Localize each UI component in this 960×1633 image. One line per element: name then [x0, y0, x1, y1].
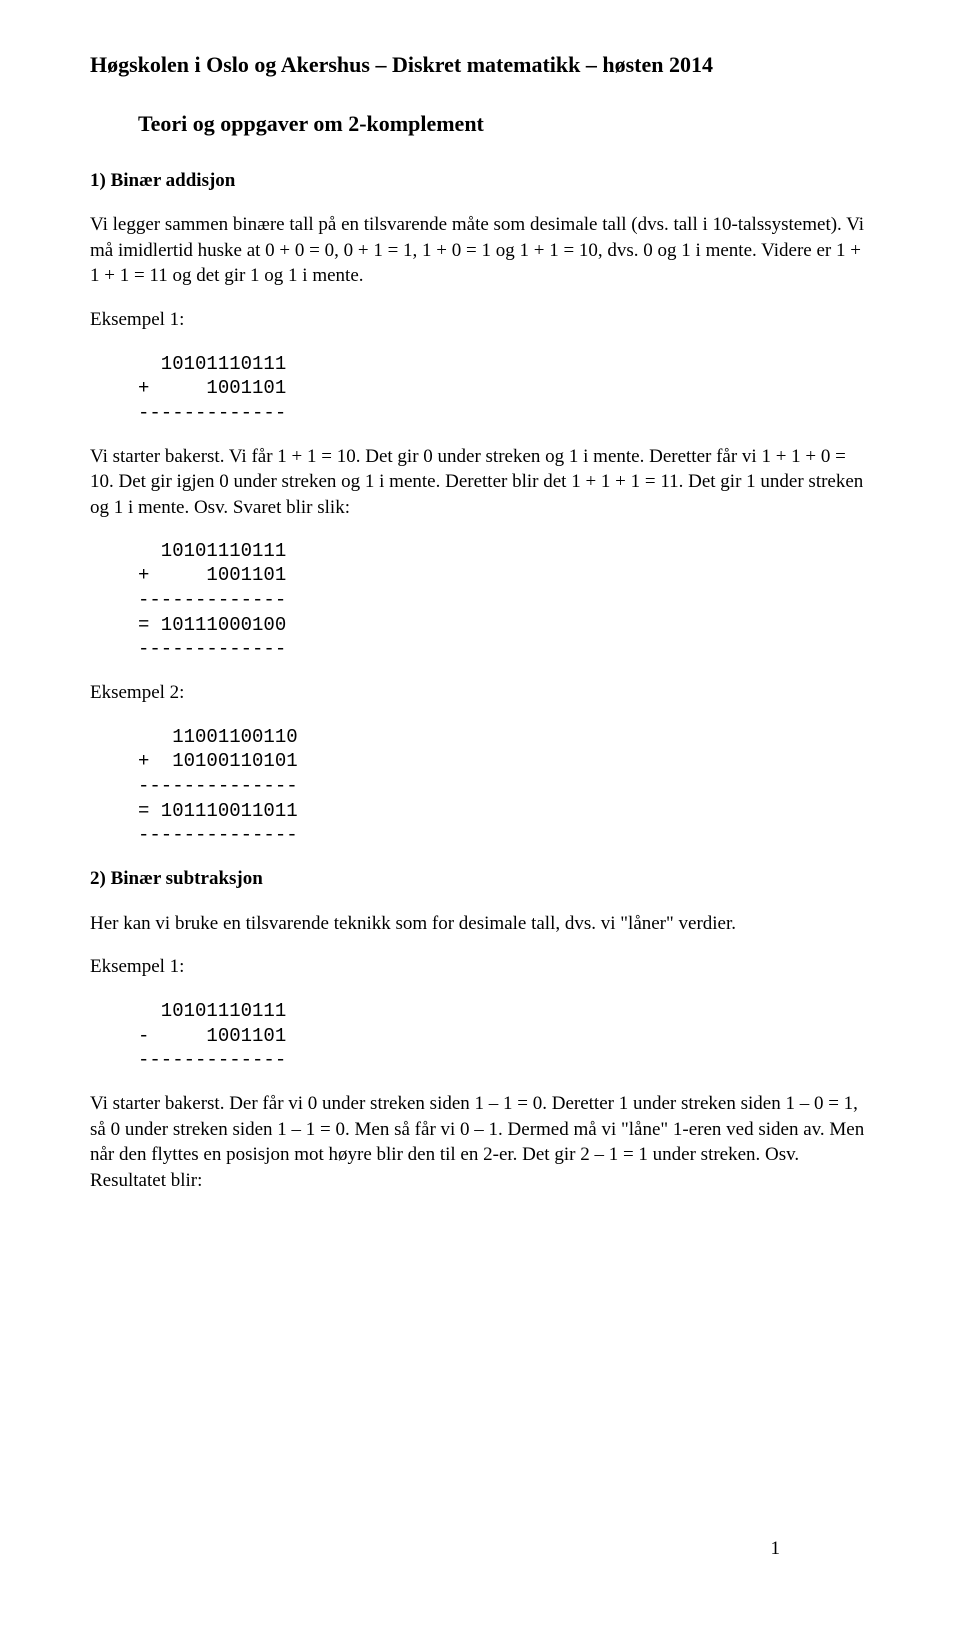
section-2-para-1: Her kan vi bruke en tilsvarende teknikk …: [90, 911, 870, 937]
page-number: 1: [771, 1536, 781, 1563]
example-1-result: 10101110111 + 1001101 ------------- = 10…: [138, 539, 870, 662]
header-title: Høgskolen i Oslo og Akershus – Diskret m…: [90, 50, 870, 81]
section-2-para-2: Vi starter bakerst. Der får vi 0 under s…: [90, 1091, 870, 1194]
section-2-heading: 2) Binær subtraksjon: [90, 866, 870, 893]
example-2-code: 11001100110 + 10100110101 --------------…: [138, 725, 870, 848]
example-1-label: Eksempel 1:: [90, 307, 870, 334]
section-1-para-1: Vi legger sammen binære tall på en tilsv…: [90, 212, 870, 289]
section-2-example-1-label: Eksempel 1:: [90, 954, 870, 981]
section-1-para-2: Vi starter bakerst. Vi får 1 + 1 = 10. D…: [90, 444, 870, 521]
section-2-example-1-code: 10101110111 - 1001101 -------------: [138, 999, 870, 1073]
example-1-code: 10101110111 + 1001101 -------------: [138, 352, 870, 426]
document-subtitle: Teori og oppgaver om 2-komplement: [138, 109, 870, 140]
example-2-label: Eksempel 2:: [90, 680, 870, 707]
page-container: Høgskolen i Oslo og Akershus – Diskret m…: [90, 50, 870, 1593]
section-1-heading: 1) Binær addisjon: [90, 168, 870, 195]
